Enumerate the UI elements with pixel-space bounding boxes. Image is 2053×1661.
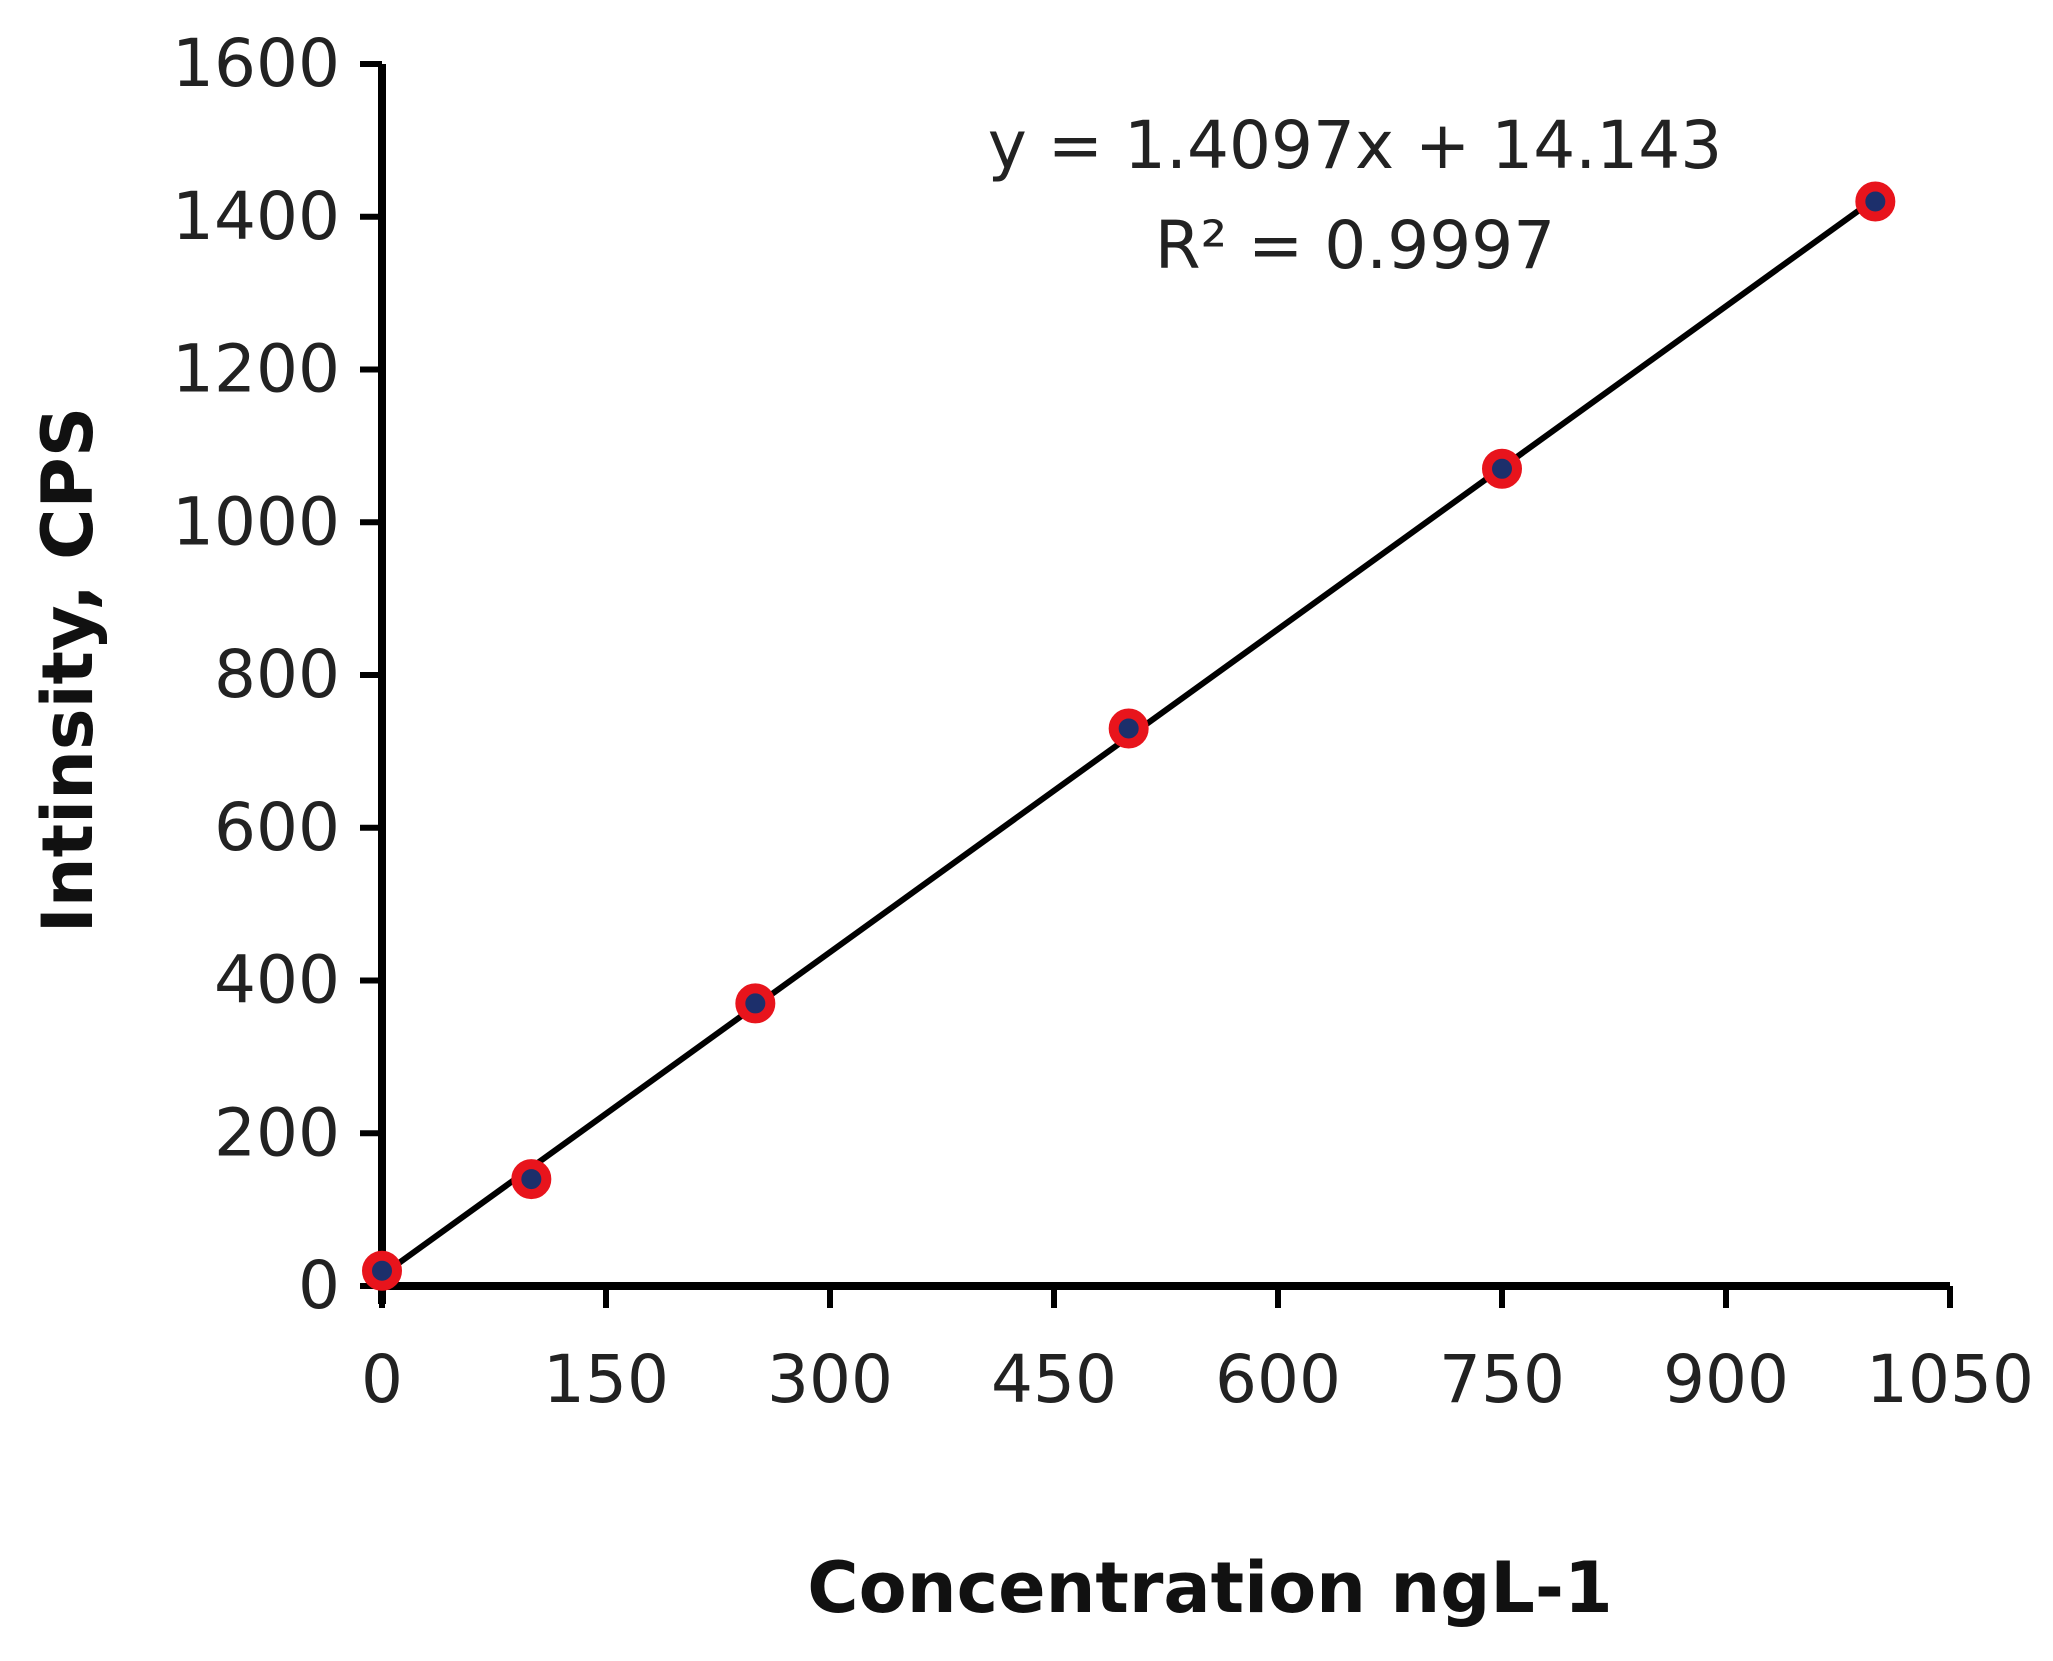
- y-tick-label: 200: [214, 1094, 340, 1171]
- x-tick-label: 150: [543, 1341, 669, 1418]
- x-tick-label: 750: [1439, 1341, 1565, 1418]
- y-tick-label: 0: [298, 1247, 340, 1324]
- data-point: [735, 983, 776, 1024]
- data-point: [362, 1250, 402, 1291]
- x-tick-label: 600: [1215, 1341, 1341, 1418]
- data-point: [511, 1159, 552, 1200]
- x-tick-label: 450: [991, 1341, 1117, 1418]
- x-axis-title: Concentration ngL-1: [807, 1547, 1612, 1629]
- y-tick-label: 600: [214, 789, 340, 866]
- x-tick-label: 0: [361, 1341, 403, 1418]
- y-tick-label: 800: [214, 636, 340, 713]
- x-tick-label: 900: [1663, 1341, 1789, 1418]
- y-axis-title: Intinsity, CPS: [27, 407, 109, 934]
- y-tick-label: 1000: [172, 483, 340, 560]
- ticks: 0 200 400 600 800 1000 1200 1400 1600 0 150 300 450 6…: [172, 25, 2034, 1418]
- y-tick-label: 400: [214, 942, 340, 1019]
- y-tick-label: 1600: [172, 25, 340, 102]
- x-tick-label: 300: [767, 1341, 893, 1418]
- trendline-equation: y = 1.4097x + 14.143: [988, 107, 1723, 184]
- y-tick-label: 1200: [172, 331, 340, 408]
- trendline-r-squared: R² = 0.9997: [1155, 207, 1556, 284]
- axes: [378, 64, 1950, 1304]
- x-tick-label: 1050: [1866, 1341, 2034, 1418]
- data-point: [1482, 448, 1522, 489]
- data-point: [1855, 181, 1896, 222]
- y-tick-label: 1400: [172, 178, 340, 255]
- data-point: [1108, 708, 1149, 749]
- data-points: [362, 181, 1896, 1291]
